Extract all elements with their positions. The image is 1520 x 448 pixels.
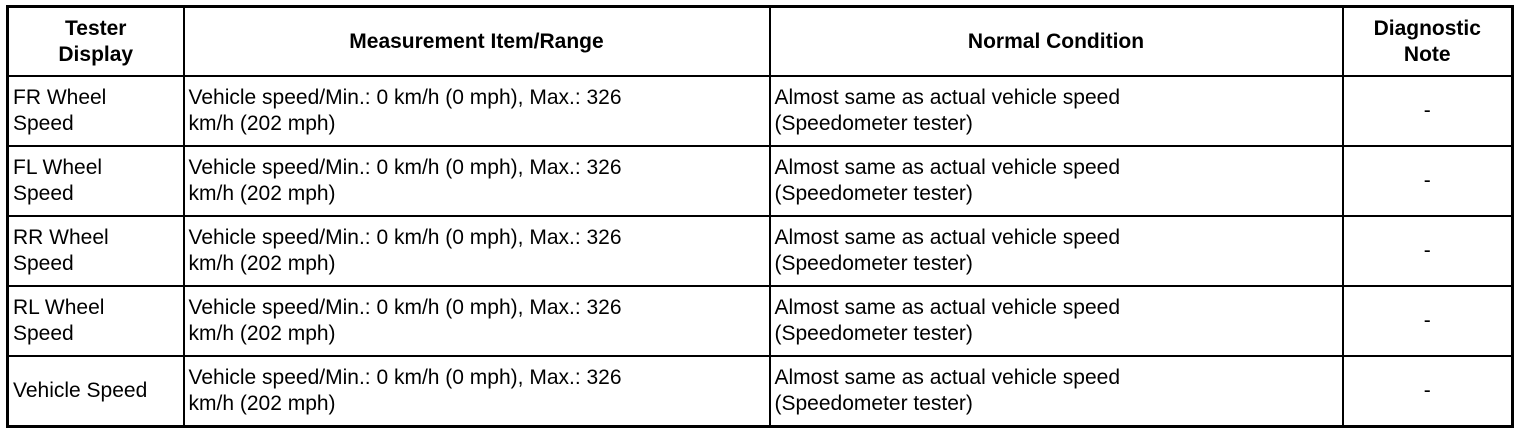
table-cell: - [1341,215,1514,287]
table-body: FR Wheel Speed Vehicle speed/Min.: 0 km/h… [6,75,1514,428]
table-cell: - [1341,75,1514,147]
table-cell: - [1341,355,1514,428]
header-cell: Diagnostic Note [1341,5,1514,77]
table-row: RL Wheel Speed Vehicle speed/Min.: 0 km/h… [6,285,1514,357]
table-cell: Vehicle speed/Min.: 0 km/h (0 mph), Max.… [182,145,771,217]
header-cell: Tester Display [6,5,185,77]
table-row: FR Wheel Speed Vehicle speed/Min.: 0 km/h… [6,75,1514,147]
table-cell: - [1341,285,1514,357]
data-table: Tester Display Measurement Item/Range Norm… [6,5,1514,428]
table-cell: Almost same as actual vehicle speed (Spe… [768,285,1344,357]
table-row: RR Wheel Speed Vehicle speed/Min.: 0 km/h… [6,215,1514,287]
table-cell: Vehicle Speed [6,355,185,428]
table-cell: Vehicle speed/Min.: 0 km/h (0 mph), Max.… [182,75,771,147]
header-cell: Measurement Item/Range [182,5,771,77]
table-cell: FR Wheel Speed [6,75,185,147]
table-cell: Vehicle speed/Min.: 0 km/h (0 mph), Max.… [182,215,771,287]
header-cell: Normal Condition [768,5,1344,77]
table-cell: Vehicle speed/Min.: 0 km/h (0 mph), Max.… [182,285,771,357]
table-cell: RL Wheel Speed [6,285,185,357]
table-cell: Almost same as actual vehicle speed (Spe… [768,355,1344,428]
table-cell: Almost same as actual vehicle speed (Spe… [768,75,1344,147]
table-row: Vehicle Speed Vehicle speed/Min.: 0 km/h … [6,355,1514,428]
table-row: FL Wheel Speed Vehicle speed/Min.: 0 km/h… [6,145,1514,217]
table-cell: Almost same as actual vehicle speed (Spe… [768,145,1344,217]
table-cell: FL Wheel Speed [6,145,185,217]
table-cell: RR Wheel Speed [6,215,185,287]
table-cell: Vehicle speed/Min.: 0 km/h (0 mph), Max.… [182,355,771,428]
table-container: Tester Display Measurement Item/Range Norm… [6,5,1514,428]
table-cell: Almost same as actual vehicle speed (Spe… [768,215,1344,287]
table-cell: - [1341,145,1514,217]
header-row: Tester Display Measurement Item/Range Norm… [6,5,1514,77]
